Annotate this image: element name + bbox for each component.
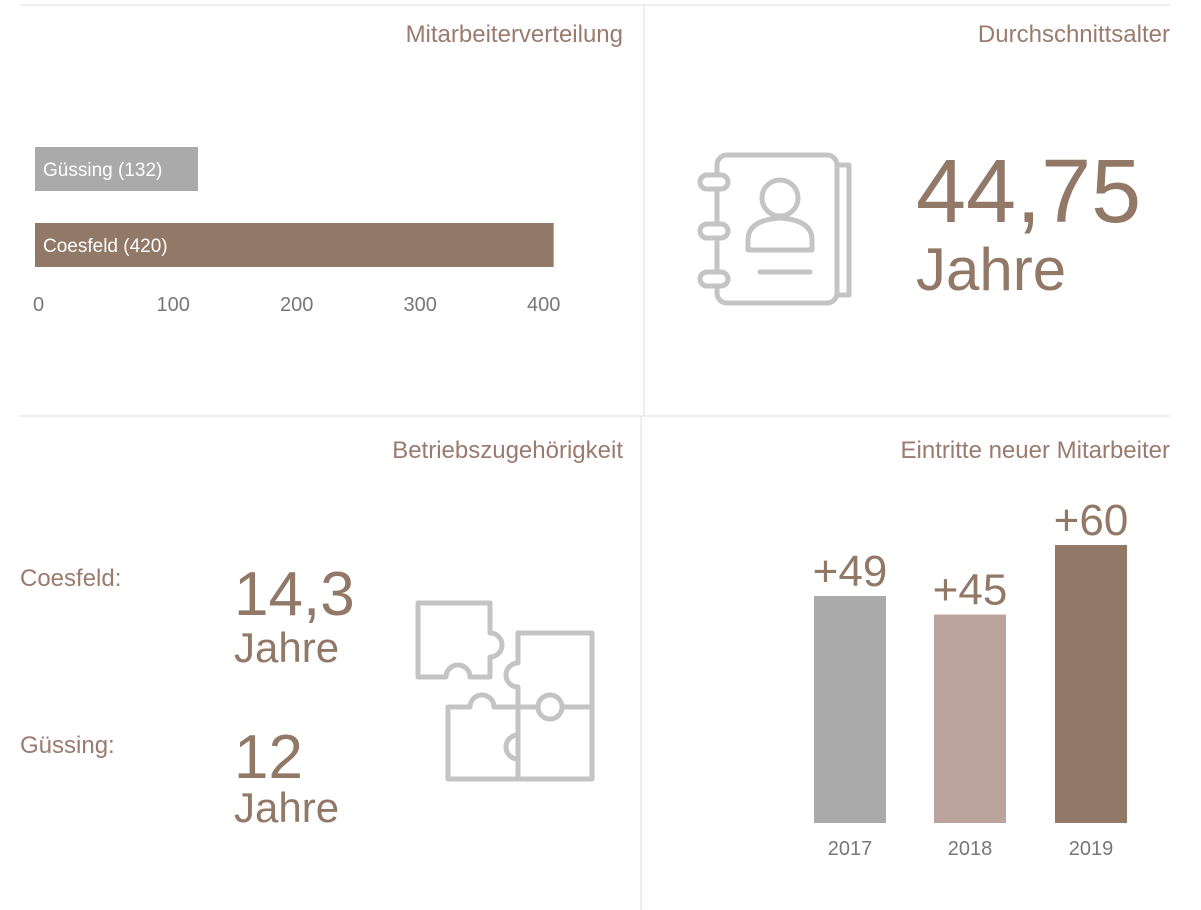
stat-value: 12 xyxy=(234,723,303,792)
address-book-icon xyxy=(697,152,852,306)
panel-title: Betriebszugehörigkeit xyxy=(392,437,623,464)
stat-value: 14,3 xyxy=(234,560,355,629)
value-label: +49 xyxy=(813,547,888,596)
bar xyxy=(35,223,554,267)
bar-label: Güssing (132) xyxy=(43,160,162,181)
x-tick-label: 400 xyxy=(527,294,560,316)
bar xyxy=(1055,545,1127,823)
x-tick-label: 200 xyxy=(280,294,313,316)
bar xyxy=(814,595,886,823)
x-tick-label: 0 xyxy=(33,294,44,316)
x-tick-label: 100 xyxy=(156,294,189,316)
bar-label: Coesfeld (420) xyxy=(43,236,168,257)
location-label: Güssing: xyxy=(20,732,115,759)
panel-title: Durchschnittsalter xyxy=(978,21,1170,48)
stat-unit: Jahre xyxy=(234,624,339,671)
stat-unit: Jahre xyxy=(916,236,1066,303)
puzzle-icon xyxy=(415,600,595,782)
panel-title: Mitarbeiterverteilung xyxy=(406,21,623,48)
x-tick-label: 2018 xyxy=(948,838,993,860)
value-label: +60 xyxy=(1054,496,1129,545)
stat-unit: Jahre xyxy=(234,784,339,831)
bar xyxy=(934,614,1006,823)
value-label: +45 xyxy=(933,566,1008,615)
x-tick-label: 2017 xyxy=(828,838,873,860)
stat-value: 44,75 xyxy=(916,142,1141,242)
x-tick-label: 300 xyxy=(403,294,436,316)
location-label: Coesfeld: xyxy=(20,565,121,592)
x-tick-label: 2019 xyxy=(1069,838,1114,860)
panel-title: Eintritte neuer Mitarbeiter xyxy=(901,437,1170,464)
bar xyxy=(35,147,199,191)
